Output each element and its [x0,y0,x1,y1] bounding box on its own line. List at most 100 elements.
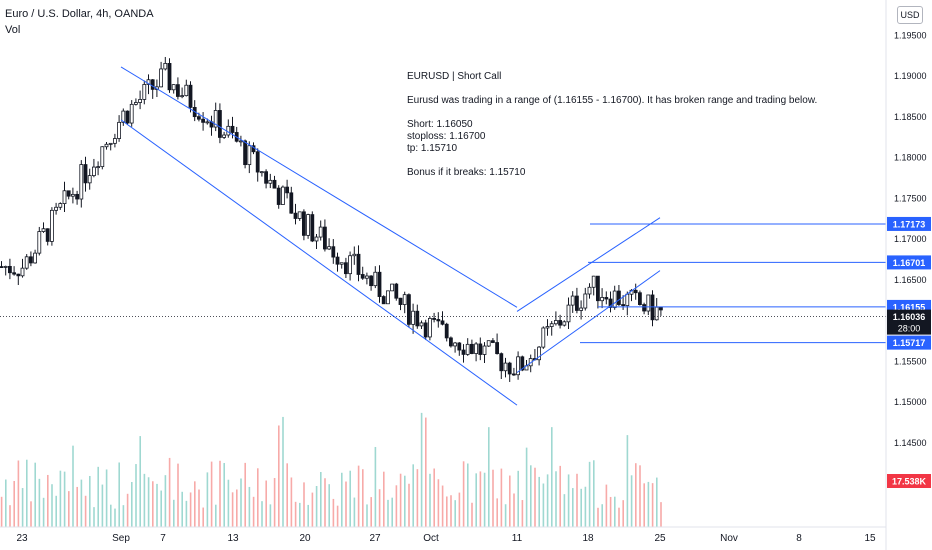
candle-body [7,265,12,274]
candle-body [100,146,105,168]
volume-bar [345,481,347,527]
bar-countdown: 28:00 [898,324,921,334]
candle-body [293,212,298,219]
candle-body [104,143,109,148]
candle-body [427,317,432,338]
candle-body [436,319,441,322]
candle-body [121,110,126,123]
volume-bar [609,496,612,527]
volume-bar [80,479,83,527]
candle-body [92,166,96,177]
candle-body [24,256,29,269]
candle-body [343,262,348,275]
candle-body [238,140,243,143]
candle-body [570,295,575,306]
volume-bar [231,492,234,527]
candle-body [150,79,155,90]
volume-bar [152,481,154,527]
volume-bar [265,480,267,527]
volume-bar [530,465,532,527]
volume-bar [580,488,582,527]
candle-body [71,193,75,197]
candle-body [512,373,516,376]
candle-body [322,226,327,250]
level-badge-bg [887,255,931,270]
candle-body [289,192,294,214]
candle-body [604,297,609,300]
candle-body [356,253,361,275]
candle-body [301,211,306,236]
candle-body [482,345,487,355]
candle-body [348,255,353,275]
candle-body [583,293,588,309]
volume-bar [227,479,230,527]
candle-body [654,306,659,321]
price-tick-label: 1.18000 [894,153,927,163]
candle-body [226,125,231,136]
time-axis[interactable]: 23 Sep 7 13 20 27 Oct 11 18 25 Nov 8 15 [16,533,876,544]
candle-body [268,179,273,184]
volume-bar [248,486,251,527]
candle-body [184,84,189,97]
volume-bar [5,479,7,527]
volume-bar [525,447,528,527]
volume-bar [101,484,104,527]
last-price-badge: 1.16036 [893,312,926,322]
volume-bar [643,483,645,527]
volume-bar [286,463,288,527]
price-tick-label: 1.15500 [894,356,927,366]
candle-body [83,164,88,184]
volume-bar [504,504,507,527]
volume-bar [307,504,309,527]
volume-bar [97,466,99,527]
channel-line-descending-lower [120,119,518,406]
volume-bar [399,473,402,527]
candle-body [402,294,407,305]
volume-bar [446,496,448,527]
volume-bar [584,486,587,527]
volume-badge: 17.538K [892,477,927,487]
candle-body [486,340,491,347]
volume-bar [131,482,133,527]
candle-body [478,343,483,355]
candle-body [659,306,663,311]
volume-bar [336,505,339,527]
candle-body [474,343,479,354]
volume-bar [181,491,183,527]
candle-body [617,290,621,305]
volume-indicator-label[interactable]: Vol [5,24,21,36]
volume-bar [521,500,524,527]
volume-bar [341,472,343,527]
time-tick-label: 8 [796,533,802,544]
volume-bar [177,463,179,527]
candle-body [465,343,470,355]
candle-body [217,110,222,138]
volume-bar [59,470,62,527]
trend-lines[interactable] [0,66,886,406]
symbol-title[interactable]: Euro / U.S. Dollar, 4h, OANDA [5,8,154,20]
volume-bar [72,445,74,527]
candle-body [285,186,290,194]
volume-bar [294,501,297,527]
volume-bar [278,425,280,527]
volume-bar [328,484,330,527]
volume-bar [84,495,87,527]
volume-bar [210,461,213,527]
currency-button[interactable]: USD [897,6,923,24]
level-badge: 1.17173 [893,219,926,229]
volume-bar [273,478,276,527]
volume-bar [496,498,498,527]
volume-bar [240,478,242,527]
candle-body [96,166,100,169]
candle-body [621,304,625,307]
volume-bar [160,490,162,527]
volume-bar [475,473,477,527]
volume-bar [135,464,137,527]
volume-bar [93,507,95,527]
price-tick-label: 1.16500 [894,275,927,285]
volume-bar [0,496,3,527]
candle-body [638,292,642,305]
volume-bar [290,477,293,527]
candle-body [646,294,651,312]
